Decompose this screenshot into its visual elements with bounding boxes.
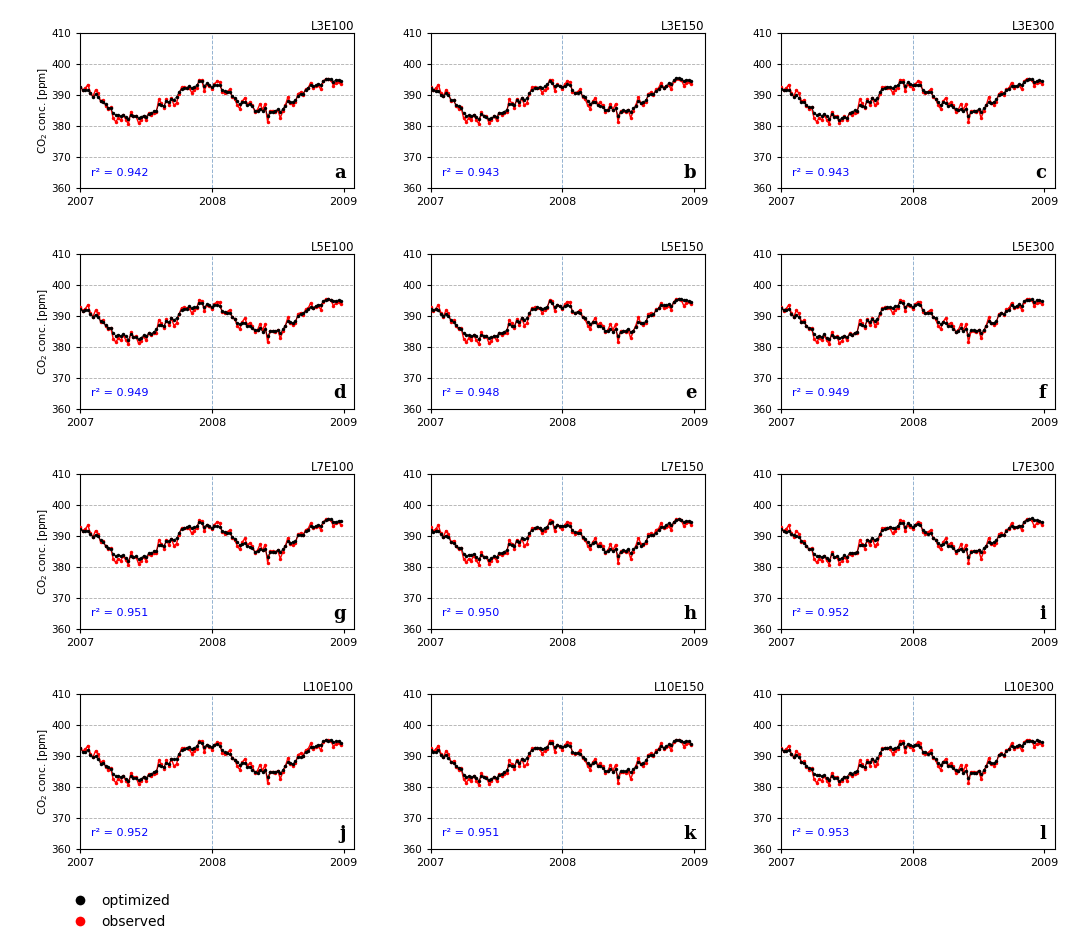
Text: k: k: [683, 825, 696, 843]
Text: L5E100: L5E100: [311, 240, 355, 253]
Y-axis label: CO$_2$ conc. [ppm]: CO$_2$ conc. [ppm]: [36, 288, 50, 375]
Text: r² = 0.942: r² = 0.942: [91, 168, 149, 177]
Text: L10E100: L10E100: [303, 681, 355, 695]
Text: r² = 0.949: r² = 0.949: [793, 388, 849, 398]
Text: L10E150: L10E150: [653, 681, 705, 695]
Text: j: j: [340, 825, 346, 843]
Text: L7E150: L7E150: [661, 461, 705, 474]
Y-axis label: CO$_2$ conc. [ppm]: CO$_2$ conc. [ppm]: [36, 728, 50, 815]
Y-axis label: CO$_2$ conc. [ppm]: CO$_2$ conc. [ppm]: [36, 508, 50, 595]
Text: b: b: [683, 164, 696, 182]
Text: l: l: [1040, 825, 1046, 843]
Text: h: h: [683, 605, 696, 623]
Text: r² = 0.949: r² = 0.949: [91, 388, 149, 398]
Text: d: d: [333, 384, 346, 402]
Text: f: f: [1039, 384, 1046, 402]
Text: e: e: [684, 384, 696, 402]
Text: r² = 0.943: r² = 0.943: [793, 168, 849, 177]
Text: r² = 0.951: r² = 0.951: [441, 828, 499, 839]
Text: r² = 0.943: r² = 0.943: [441, 168, 499, 177]
Text: c: c: [1036, 164, 1046, 182]
Text: L10E300: L10E300: [1004, 681, 1055, 695]
Text: r² = 0.951: r² = 0.951: [91, 608, 149, 618]
Text: g: g: [333, 605, 346, 623]
Text: L3E300: L3E300: [1012, 20, 1055, 33]
Text: r² = 0.953: r² = 0.953: [793, 828, 849, 839]
Text: r² = 0.950: r² = 0.950: [441, 608, 499, 618]
Legend: optimized, observed: optimized, observed: [60, 888, 176, 935]
Text: i: i: [1040, 605, 1046, 623]
Text: L3E150: L3E150: [661, 20, 705, 33]
Text: L5E300: L5E300: [1012, 240, 1055, 253]
Text: L7E100: L7E100: [311, 461, 355, 474]
Text: r² = 0.948: r² = 0.948: [441, 388, 499, 398]
Text: a: a: [334, 164, 346, 182]
Text: L7E300: L7E300: [1011, 461, 1055, 474]
Text: L3E100: L3E100: [311, 20, 355, 33]
Text: r² = 0.952: r² = 0.952: [91, 828, 149, 839]
Text: L5E150: L5E150: [661, 240, 705, 253]
Text: r² = 0.952: r² = 0.952: [793, 608, 849, 618]
Y-axis label: CO$_2$ conc. [ppm]: CO$_2$ conc. [ppm]: [36, 67, 50, 155]
